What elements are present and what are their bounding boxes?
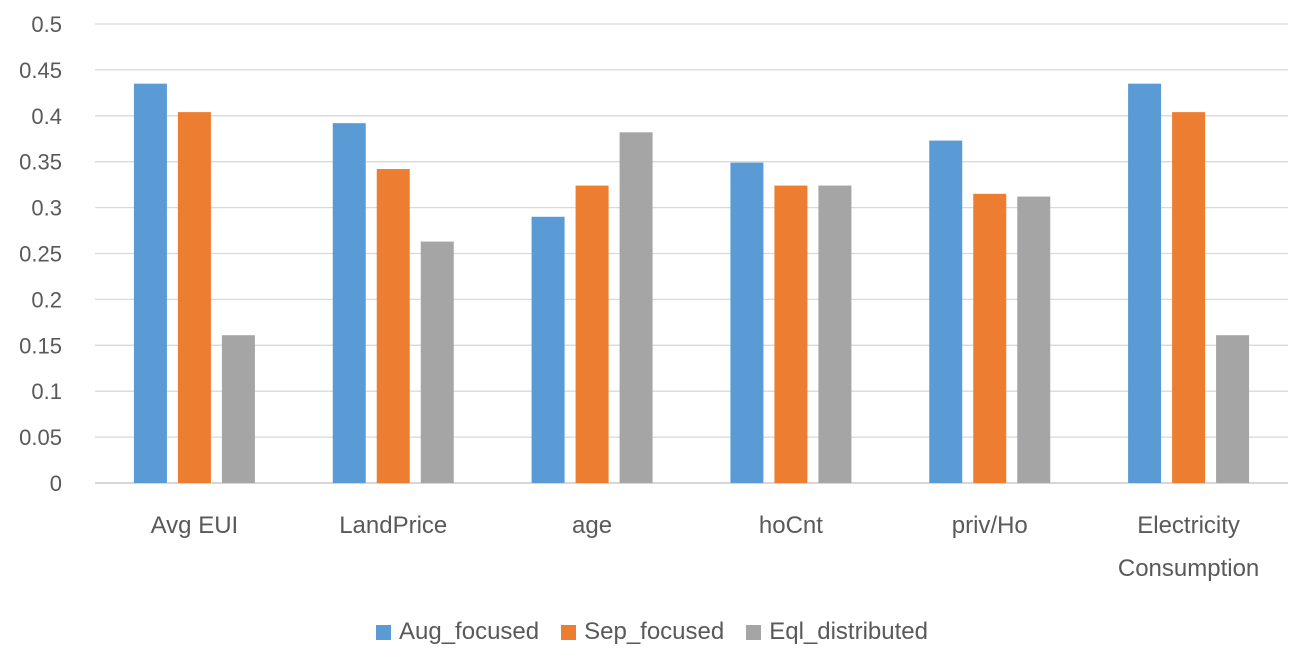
bar-chart: 0 0.05 0.1 0.15 0.2 0.25 0.3 0.35 0.4 0.45 0.5 Avg… [19, 12, 1288, 582]
y-tick-label: 0.5 [31, 12, 62, 37]
bar-sep-focused [1172, 112, 1206, 484]
bar-eql-distributed [1216, 335, 1250, 483]
y-tick-label: 0.25 [19, 242, 62, 267]
bar-eql-distributed [221, 335, 255, 483]
bar-aug-focused [730, 162, 764, 484]
y-tick-label: 0.45 [19, 58, 62, 83]
bar-aug-focused [929, 140, 963, 483]
bar-sep-focused [575, 185, 609, 483]
y-tick-label: 0.3 [31, 196, 62, 221]
legend-label: Sep_focused [584, 618, 725, 645]
legend-item: Sep_focused [561, 618, 724, 646]
bar-eql-distributed [619, 132, 653, 483]
bar-aug-focused [133, 83, 167, 484]
y-tick-label: 0.05 [19, 425, 62, 450]
category-label: age [572, 512, 612, 539]
legend-swatch [746, 624, 762, 640]
category-label: Avg EUI [151, 512, 239, 539]
y-tick-label: 0.1 [31, 379, 62, 404]
y-tick-label: 0.15 [19, 333, 62, 358]
bar-aug-focused [332, 123, 366, 484]
bar-sep-focused [774, 185, 808, 483]
category-label: priv/Ho [952, 512, 1028, 539]
category-label: Consumption [1118, 555, 1259, 582]
legend-swatch [561, 624, 577, 640]
y-axis-tick-labels: 0 0.05 0.1 0.15 0.2 0.25 0.3 0.35 0.4 0.45 0.5 [19, 12, 62, 496]
bars [133, 83, 1250, 484]
bar-eql-distributed [420, 241, 454, 483]
legend: Aug_focused Sep_focused Eql_distributed [0, 618, 1304, 646]
category-label: LandPrice [339, 512, 447, 539]
legend-label: Aug_focused [399, 618, 540, 645]
gridlines [95, 23, 1288, 484]
legend-swatch [376, 624, 391, 640]
bar-aug-focused [1128, 83, 1162, 484]
bar-eql-distributed [818, 185, 852, 483]
y-tick-label: 0.4 [31, 104, 62, 129]
category-label: hoCnt [759, 512, 823, 539]
category-labels: Avg EUI LandPrice age hoCnt priv/Ho Electrici… [151, 512, 1260, 582]
y-tick-label: 0.2 [31, 287, 62, 312]
y-tick-label: 0 [50, 471, 62, 496]
bar-sep-focused [376, 169, 410, 483]
legend-label: Eql_distributed [769, 618, 928, 645]
category-label: Electricity [1137, 512, 1240, 539]
bar-sep-focused [177, 112, 211, 484]
bar-aug-focused [531, 216, 565, 483]
legend-item: Eql_distributed [746, 618, 928, 646]
bar-eql-distributed [1017, 196, 1051, 484]
y-tick-label: 0.35 [19, 150, 62, 175]
bar-sep-focused [973, 193, 1007, 483]
legend-item: Aug_focused [376, 618, 539, 646]
